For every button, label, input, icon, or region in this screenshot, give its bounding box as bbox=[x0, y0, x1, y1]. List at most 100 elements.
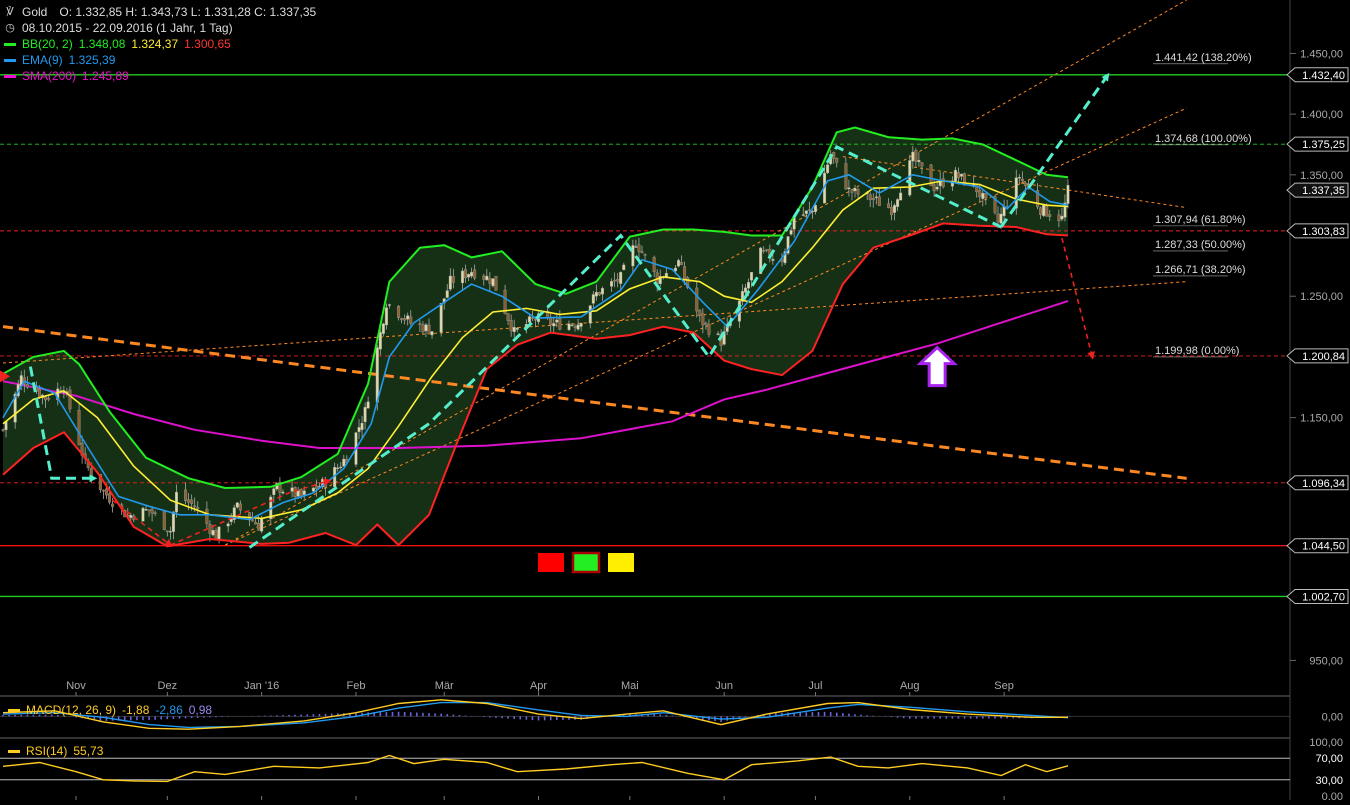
candle bbox=[613, 272, 617, 288]
macd-value: -1,88 bbox=[122, 703, 150, 717]
candle-body bbox=[558, 318, 562, 330]
candle bbox=[722, 325, 726, 346]
candle-body bbox=[634, 246, 638, 248]
fibonacci-label: 1.287,33 (50.00%) bbox=[1155, 239, 1246, 251]
candle bbox=[570, 322, 574, 327]
candle-body bbox=[129, 514, 133, 518]
candle-body bbox=[956, 172, 960, 179]
candle bbox=[850, 188, 854, 201]
x-tick-label: Jan '16 bbox=[244, 680, 279, 692]
candle-body bbox=[190, 499, 194, 504]
candle-body bbox=[397, 306, 401, 318]
candle-body bbox=[750, 272, 754, 281]
candle-body bbox=[47, 397, 51, 400]
candle bbox=[871, 193, 875, 208]
fibonacci-label: 1.307,94 (61.80%) bbox=[1155, 214, 1246, 226]
badge-label: 1.044,50 bbox=[1302, 541, 1345, 553]
candle bbox=[893, 203, 897, 221]
candle-body bbox=[631, 245, 635, 267]
candle bbox=[290, 481, 294, 498]
candle-body bbox=[506, 313, 510, 321]
candle bbox=[637, 237, 641, 259]
candle-body bbox=[813, 204, 817, 212]
candle-body bbox=[162, 511, 166, 530]
candle bbox=[147, 509, 151, 517]
candle bbox=[573, 324, 577, 332]
price-level-badge: 1.002,70 bbox=[1286, 588, 1349, 604]
x-tick-label: Dez bbox=[158, 680, 178, 692]
candle-body bbox=[485, 275, 489, 281]
legend-bb-row[interactable]: BB(20, 2) 1.348,08 1.324,37 1.300,65 bbox=[4, 36, 316, 52]
candle-body bbox=[1036, 190, 1040, 208]
symbol-name: Gold bbox=[22, 5, 48, 19]
candle-body bbox=[254, 522, 258, 525]
candle-body bbox=[804, 210, 808, 214]
bars-icon: ℣ bbox=[6, 6, 14, 18]
price-level-badge: 1.303,83 bbox=[1286, 223, 1349, 239]
candle-body bbox=[311, 487, 315, 492]
candle-body bbox=[208, 524, 212, 534]
candle-body bbox=[211, 530, 215, 536]
candle bbox=[527, 314, 531, 324]
candle bbox=[381, 322, 385, 337]
candle bbox=[576, 319, 580, 331]
candle bbox=[610, 278, 614, 292]
legend-ema-row[interactable]: EMA(9) 1.325,39 bbox=[4, 52, 316, 68]
candle-body bbox=[336, 467, 340, 470]
candle-body bbox=[153, 512, 157, 514]
candle bbox=[406, 312, 410, 326]
rsi-value: 55,73 bbox=[73, 744, 104, 758]
candle-body bbox=[473, 269, 477, 279]
rsi-legend[interactable]: RSI(14) 55,73 bbox=[8, 744, 103, 758]
candle-body bbox=[567, 323, 571, 330]
candle-body bbox=[1060, 215, 1064, 220]
candle-body bbox=[187, 499, 191, 503]
rsi-tick-label: 0,00 bbox=[1322, 791, 1343, 800]
candle-body bbox=[232, 507, 236, 520]
bb-swatch bbox=[4, 42, 16, 46]
candle bbox=[677, 258, 681, 268]
legend-period-row: ◷ 08.10.2015 - 22.09.2016 (1 Jahr, 1 Tag… bbox=[4, 20, 316, 36]
candle-body bbox=[150, 508, 154, 514]
legend-sma-row[interactable]: SMA(200) 1.245,89 bbox=[4, 68, 316, 84]
candle bbox=[488, 272, 492, 291]
candle bbox=[196, 501, 200, 516]
bb-name: BB(20, 2) bbox=[22, 37, 73, 51]
candle-body bbox=[342, 458, 346, 467]
candle bbox=[311, 487, 315, 493]
candle-body bbox=[238, 503, 242, 511]
rsi-tick-label: 100,00 bbox=[1309, 737, 1343, 749]
candle-body bbox=[77, 410, 81, 445]
y-tick-label: 1.400,00 bbox=[1300, 109, 1343, 121]
candle-body bbox=[381, 323, 385, 334]
candle-body bbox=[184, 489, 188, 501]
candle-body bbox=[658, 275, 662, 284]
candle-body bbox=[999, 213, 1003, 224]
candle-body bbox=[1042, 204, 1046, 216]
sma-swatch bbox=[4, 74, 16, 78]
price-level-badge: 1.200,84 bbox=[1286, 348, 1349, 364]
candle bbox=[1048, 210, 1052, 222]
badge-shape bbox=[1286, 475, 1349, 491]
candle-body bbox=[759, 247, 763, 274]
candle-body bbox=[597, 292, 601, 296]
candle-body bbox=[871, 197, 875, 200]
candle-body bbox=[1, 429, 5, 431]
candle-body bbox=[743, 287, 747, 293]
candle-body bbox=[403, 318, 407, 321]
candle bbox=[877, 188, 881, 207]
candle bbox=[835, 157, 839, 168]
candle bbox=[619, 271, 623, 290]
candle-body bbox=[984, 193, 988, 198]
badge-label: 1.337,35 bbox=[1302, 185, 1345, 197]
candle-body bbox=[104, 488, 108, 496]
candle bbox=[743, 284, 747, 294]
candle-body bbox=[552, 323, 556, 327]
last-price-badge: 1.337,35 bbox=[1286, 182, 1349, 198]
candle bbox=[1060, 207, 1064, 222]
macd-legend[interactable]: MACD(12, 26, 9) -1,88 -2,86 0,98 bbox=[8, 703, 212, 717]
candle-body bbox=[789, 230, 793, 235]
candle bbox=[1020, 171, 1024, 183]
